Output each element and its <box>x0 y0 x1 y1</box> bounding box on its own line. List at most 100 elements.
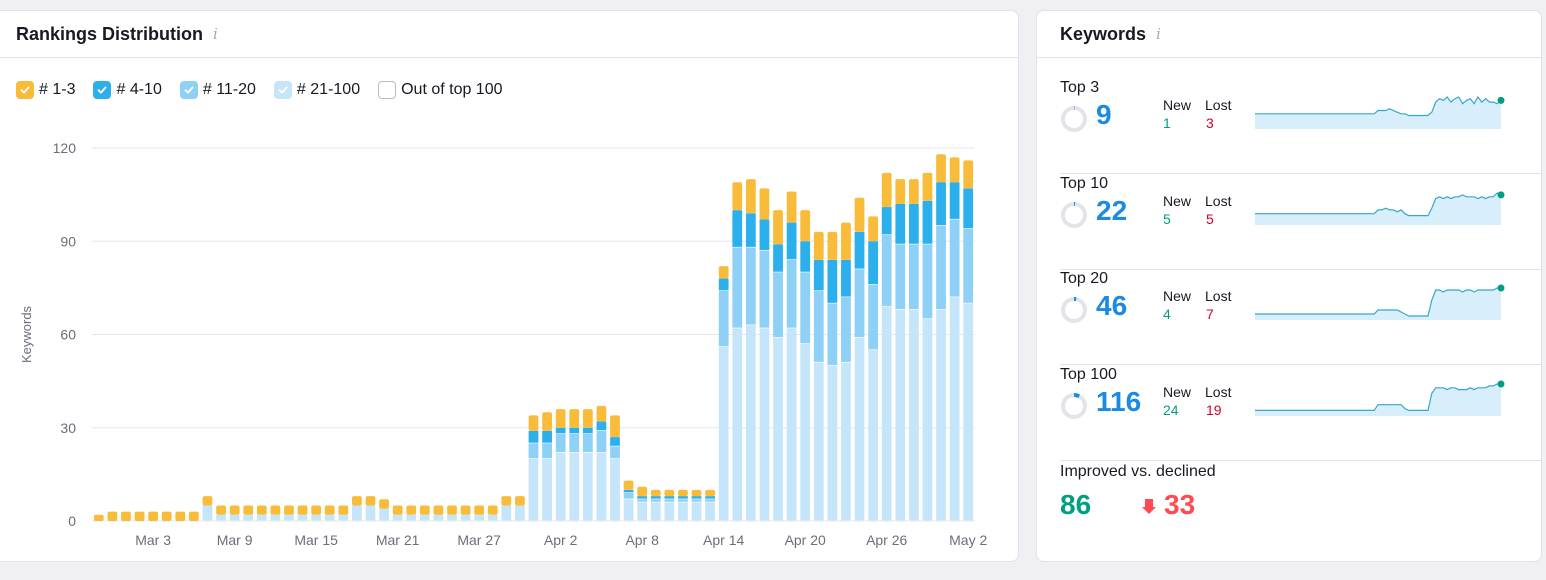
bar-segment[interactable] <box>895 179 906 204</box>
bar-segment[interactable] <box>813 290 824 362</box>
bar-segment[interactable] <box>691 502 702 521</box>
checkbox-checked-icon[interactable] <box>273 81 292 99</box>
bar-segment[interactable] <box>732 210 743 247</box>
bar-segment[interactable] <box>487 505 498 515</box>
bar-segment[interactable] <box>963 188 974 229</box>
info-icon[interactable]: i <box>1156 25 1161 43</box>
bar-segment[interactable] <box>582 433 593 453</box>
bar-segment[interactable] <box>352 505 362 521</box>
bar-segment[interactable] <box>718 346 729 521</box>
bar-segment[interactable] <box>406 514 417 521</box>
bar-segment[interactable] <box>392 505 403 515</box>
bar-segment[interactable] <box>297 505 308 515</box>
bar-segment[interactable] <box>650 489 661 497</box>
bar-segment[interactable] <box>93 514 104 521</box>
bar-segment[interactable] <box>881 306 892 521</box>
bar-segment[interactable] <box>229 514 240 521</box>
bar-segment[interactable] <box>515 496 525 506</box>
bar-segment[interactable] <box>311 514 322 521</box>
bar-segment[interactable] <box>216 505 226 515</box>
bar-segment[interactable] <box>922 244 933 319</box>
bar-segment[interactable] <box>569 433 580 453</box>
bar-segment[interactable] <box>854 197 865 232</box>
bar-segment[interactable] <box>949 182 960 219</box>
bar-segment[interactable] <box>773 244 783 272</box>
keywords-row[interactable]: Top 20 46 New Lost 4 7 <box>1060 270 1541 365</box>
keywords-row[interactable]: Top 100 116 New Lost 24 19 <box>1060 366 1541 461</box>
bar-segment[interactable] <box>936 225 946 310</box>
bar-segment[interactable] <box>813 259 824 291</box>
checkbox-unchecked-icon[interactable] <box>378 81 397 99</box>
bar-segment[interactable] <box>202 505 213 521</box>
improved-count[interactable]: 86 <box>1060 489 1092 520</box>
bar-segment[interactable] <box>827 303 838 365</box>
bar-segment[interactable] <box>447 505 457 515</box>
bar-segment[interactable] <box>908 179 919 204</box>
bar-segment[interactable] <box>691 496 702 499</box>
bar-segment[interactable] <box>691 499 702 502</box>
bar-segment[interactable] <box>786 259 797 328</box>
bar-segment[interactable] <box>800 241 811 272</box>
bar-segment[interactable] <box>705 502 715 521</box>
bar-segment[interactable] <box>664 496 675 499</box>
bar-segment[interactable] <box>596 405 607 422</box>
bar-segment[interactable] <box>800 343 811 521</box>
legend-item-21-100[interactable]: # 21-100 <box>273 81 360 99</box>
bar-segment[interactable] <box>908 309 919 521</box>
bar-segment[interactable] <box>270 505 281 515</box>
bar-segment[interactable] <box>515 505 525 521</box>
bar-segment[interactable] <box>718 290 729 347</box>
bar-segment[interactable] <box>623 489 634 493</box>
bar-segment[interactable] <box>868 284 879 350</box>
bar-segment[interactable] <box>107 511 118 521</box>
bar-segment[interactable] <box>569 452 580 521</box>
bar-segment[interactable] <box>569 409 580 428</box>
bar-segment[interactable] <box>813 362 824 521</box>
bar-segment[interactable] <box>528 430 539 443</box>
bar-segment[interactable] <box>243 514 254 521</box>
bar-segment[interactable] <box>216 514 226 521</box>
bar-segment[interactable] <box>324 514 335 521</box>
bar-segment[interactable] <box>786 222 797 260</box>
new-count[interactable]: 5 <box>1163 210 1171 227</box>
bar-segment[interactable] <box>311 505 322 515</box>
bar-segment[interactable] <box>800 272 811 344</box>
bar-segment[interactable] <box>949 219 960 297</box>
bar-segment[interactable] <box>936 154 946 183</box>
bar-segment[interactable] <box>786 328 797 521</box>
bar-segment[interactable] <box>664 489 675 497</box>
bar-segment[interactable] <box>270 514 281 521</box>
lost-count[interactable]: 5 <box>1206 210 1214 227</box>
bar-segment[interactable] <box>460 505 471 515</box>
bar-segment[interactable] <box>501 505 512 521</box>
bar-segment[interactable] <box>664 502 675 521</box>
bar-segment[interactable] <box>528 443 539 459</box>
bar-segment[interactable] <box>419 505 430 515</box>
bar-segment[interactable] <box>936 309 946 521</box>
bar-segment[interactable] <box>365 505 376 521</box>
bar-segment[interactable] <box>582 452 593 521</box>
bar-segment[interactable] <box>555 409 566 428</box>
bar-segment[interactable] <box>487 514 498 521</box>
bar-segment[interactable] <box>474 505 485 515</box>
bar-segment[interactable] <box>134 511 145 521</box>
bar-segment[interactable] <box>433 505 444 515</box>
bar-segment[interactable] <box>188 511 199 521</box>
bar-segment[interactable] <box>637 499 648 502</box>
bar-segment[interactable] <box>773 272 783 338</box>
bar-segment[interactable] <box>759 250 770 328</box>
bar-segment[interactable] <box>922 318 933 521</box>
bar-segment[interactable] <box>528 458 539 521</box>
bar-segment[interactable] <box>379 508 389 521</box>
bar-segment[interactable] <box>691 489 702 497</box>
bar-segment[interactable] <box>406 505 417 515</box>
bar-segment[interactable] <box>555 433 566 453</box>
bar-segment[interactable] <box>433 514 444 521</box>
bar-segment[interactable] <box>678 502 688 521</box>
bar-segment[interactable] <box>637 496 648 499</box>
bar-segment[interactable] <box>256 505 267 515</box>
bar-segment[interactable] <box>175 511 186 521</box>
bar-segment[interactable] <box>759 328 770 521</box>
bar-segment[interactable] <box>841 259 851 297</box>
bar-segment[interactable] <box>963 160 974 189</box>
